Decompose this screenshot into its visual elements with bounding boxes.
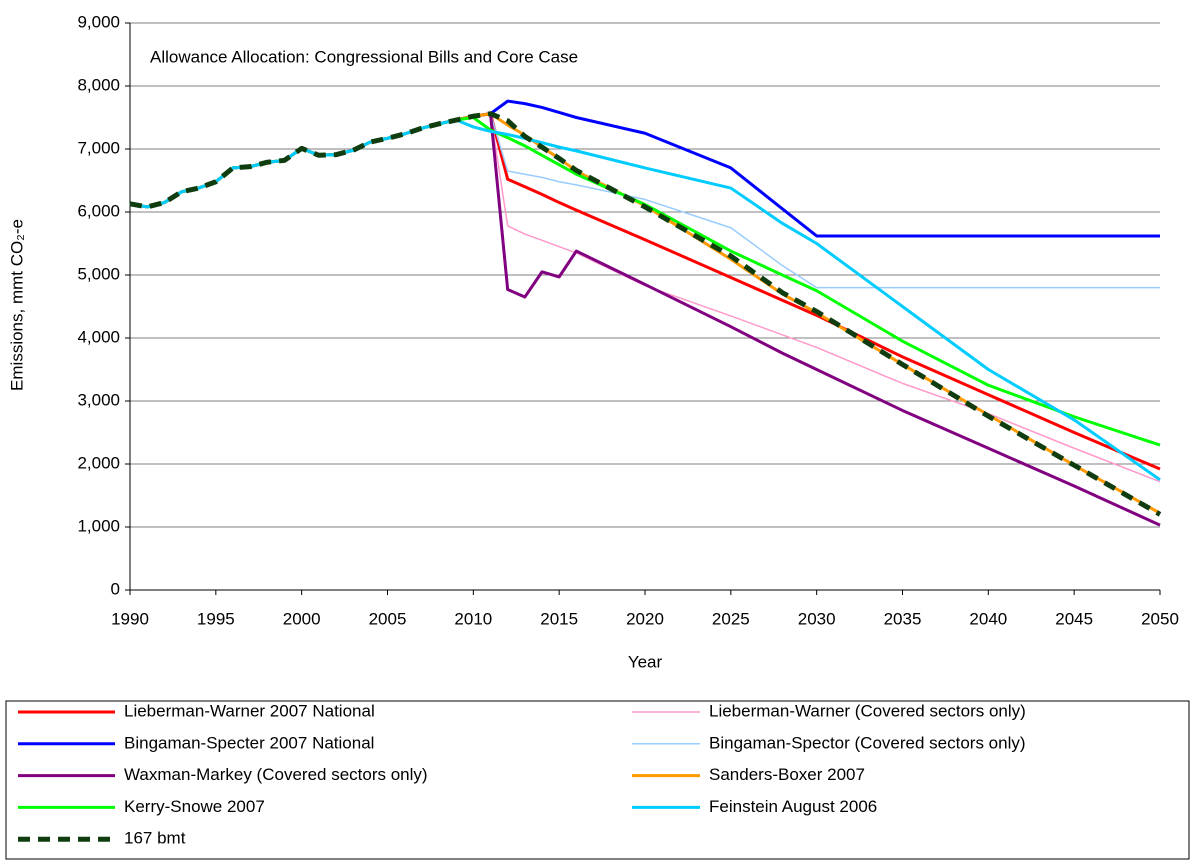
legend-label: Kerry-Snowe 2007 <box>124 797 265 816</box>
series-line <box>129 112 1161 527</box>
legend-label: 167 bmt <box>124 829 186 848</box>
y-tick-label: 1,000 <box>77 516 120 535</box>
x-tick-label: 2045 <box>1055 609 1093 628</box>
series-line <box>129 111 1162 517</box>
legend-label: Feinstein August 2006 <box>709 797 877 816</box>
x-tick-label: 2000 <box>283 609 321 628</box>
x-tick-label: 1990 <box>111 609 149 628</box>
legend-label: Waxman-Markey (Covered sectors only) <box>124 765 428 784</box>
x-tick-label: 2050 <box>1141 609 1179 628</box>
legend-label: Lieberman-Warner (Covered sectors only) <box>709 701 1026 720</box>
x-tick-label: 2020 <box>626 609 664 628</box>
x-axis-label: Year <box>628 652 663 671</box>
y-tick-label: 0 <box>111 579 120 598</box>
legend-box <box>5 700 1190 860</box>
y-axis-label: Emissions, mmt CO₂-e <box>7 219 26 391</box>
legend-label: Bingaman-Spector (Covered sectors only) <box>709 733 1026 752</box>
x-tick-label: 2035 <box>884 609 922 628</box>
x-tick-label: 1995 <box>197 609 235 628</box>
series-line <box>129 112 1161 515</box>
x-tick-label: 2025 <box>712 609 750 628</box>
y-tick-label: 9,000 <box>77 12 120 31</box>
y-tick-label: 7,000 <box>77 138 120 157</box>
legend-label: Bingaman-Specter 2007 National <box>124 733 374 752</box>
x-tick-label: 2015 <box>540 609 578 628</box>
series-line <box>129 112 1160 289</box>
chart-title: Allowance Allocation: Congressional Bill… <box>150 47 578 66</box>
x-tick-label: 2010 <box>454 609 492 628</box>
y-tick-label: 8,000 <box>77 75 120 94</box>
y-tick-label: 3,000 <box>77 390 120 409</box>
y-tick-label: 2,000 <box>77 453 120 472</box>
legend-label: Lieberman-Warner 2007 National <box>124 701 375 720</box>
x-tick-label: 2040 <box>969 609 1007 628</box>
x-tick-label: 2005 <box>369 609 407 628</box>
y-tick-label: 4,000 <box>77 327 120 346</box>
legend-label: Sanders-Boxer 2007 <box>709 765 865 784</box>
y-tick-label: 6,000 <box>77 201 120 220</box>
x-tick-label: 2030 <box>798 609 836 628</box>
y-tick-label: 5,000 <box>77 264 120 283</box>
